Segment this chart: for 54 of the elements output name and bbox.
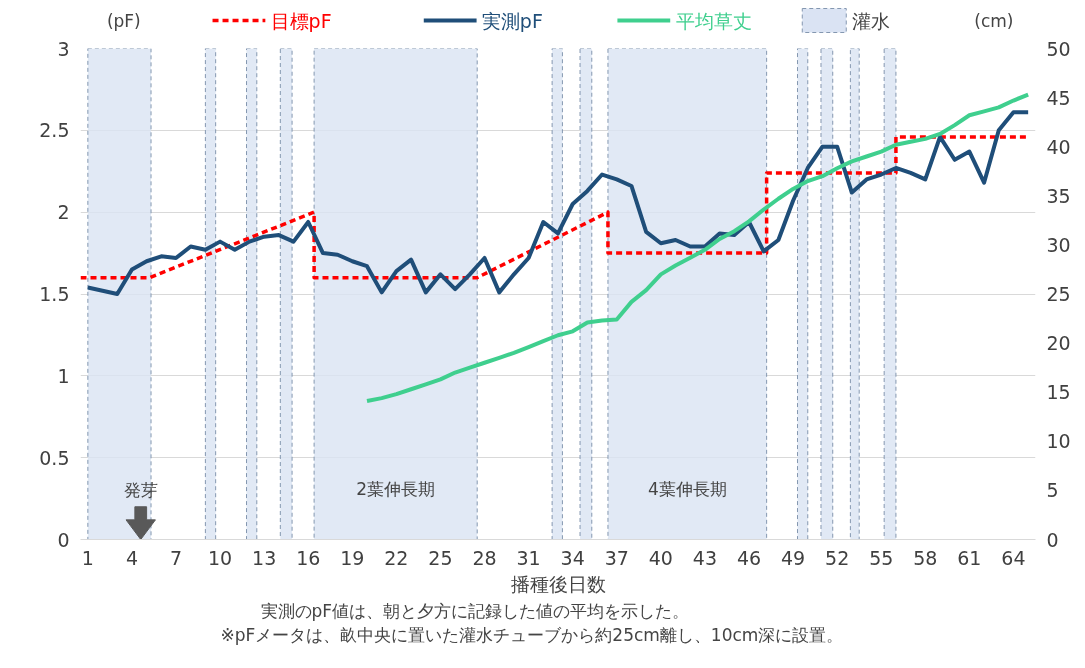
x-tick-label: 55 [869,546,894,569]
x-tick-label: 22 [384,546,409,569]
y-tick-label: 0 [57,528,70,551]
x-tick-label: 25 [428,546,453,569]
y2-tick-label: 0 [1046,528,1059,551]
y2-tick-label: 5 [1046,479,1059,502]
annotation: 発芽 [123,479,158,500]
x-tick-label: 52 [825,546,850,569]
y2-tick-label: 10 [1046,430,1071,453]
x-tick-label: 37 [604,546,629,569]
y2-tick-label: 45 [1046,86,1071,109]
annotation: 4葉伸長期 [647,478,727,499]
y-tick-label: 2.5 [39,119,70,142]
y-tick-label: 3 [57,37,70,60]
legend-label: 灌水 [851,9,890,32]
x-tick-label: 13 [252,546,277,569]
x-tick-label: 61 [957,546,982,569]
y2-tick-label: 15 [1046,381,1071,404]
text: ※pFメータは、畝中央に置いた灌水チューブから約25cm離し、10cm深に設置。 [220,624,844,645]
y2-tick-label: 40 [1046,135,1071,158]
line-series [365,92,1031,404]
y2-tick-label: 30 [1046,233,1071,256]
x-tick-label: 43 [692,546,718,569]
x-tick-label: 16 [296,546,321,569]
x-tick-label: 4 [125,546,138,569]
line-series [85,110,1031,296]
x-tick-label: 40 [648,546,673,569]
legend-label: 平均草丈 [675,9,752,32]
y-axis-title: (pF) [106,10,141,31]
x-tick-label: 19 [340,546,365,569]
y2-tick-label: 25 [1046,283,1071,305]
x-tick-label: 7 [169,546,183,569]
y-tick-label: 1.5 [39,283,70,305]
y2-axis-title: (cm) [974,10,1014,31]
x-tick-label: 28 [472,546,497,569]
legend-label: 実測pF [481,9,543,32]
x-tick-label: 34 [560,546,585,569]
x-tick-label: 58 [913,546,938,569]
y2-tick-label: 50 [1046,37,1071,60]
x-axis-title: 播種後日数 [510,572,606,595]
y-tick-label: 0.5 [39,446,70,469]
x-tick-label: 1 [81,546,94,569]
x-tick-label: 49 [780,546,806,569]
x-tick-label: 46 [736,546,762,569]
y2-tick-label: 35 [1046,184,1071,207]
y2-tick-label: 20 [1046,332,1071,355]
x-tick-label: 64 [1001,546,1026,569]
legend-label: 目標pF [270,9,332,32]
y-tick-label: 1 [57,364,70,387]
text: 実測のpF値は、朝と夕方に記録した値の平均を示した。 [260,600,690,621]
x-tick-label: 10 [207,546,233,569]
y-tick-label: 2 [57,201,70,224]
x-tick-label: 31 [516,546,541,569]
annotation: 2葉伸長期 [356,478,436,499]
